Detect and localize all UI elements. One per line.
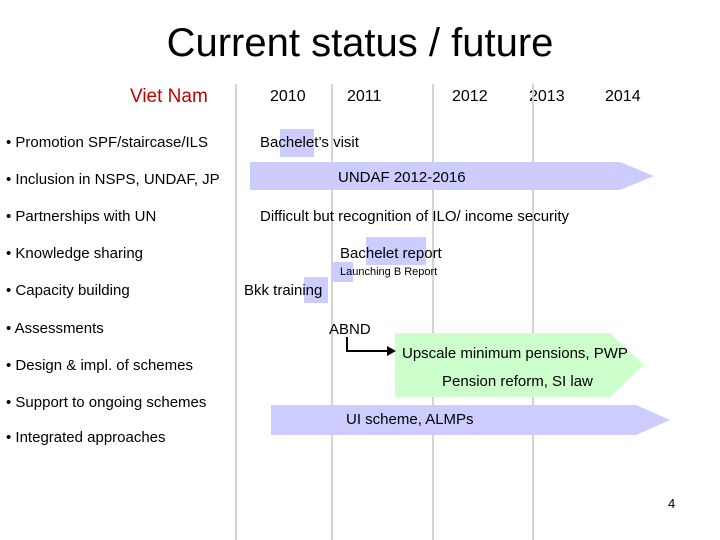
country-label: Viet Nam	[130, 86, 208, 107]
year-2011: 2011	[347, 88, 382, 105]
bullet-item: • Promotion SPF/staircase/ILS	[6, 134, 208, 151]
year-2013: 2013	[529, 88, 565, 105]
bullet-item: • Partnerships with UN	[6, 208, 157, 225]
gridline	[235, 84, 237, 540]
bachelet-report-label: Bachelet report	[340, 245, 442, 262]
difficult-recognition-label: Difficult but recognition of ILO/ income…	[260, 208, 570, 225]
abnd-label: ABND	[329, 321, 371, 338]
launching-marker	[331, 262, 353, 282]
bullet-item: • Design & impl. of schemes	[6, 357, 193, 374]
gridline	[331, 84, 333, 540]
bkk-training-label: Bkk training	[244, 282, 323, 299]
bullet-item: • Knowledge sharing	[6, 245, 144, 262]
gridline	[432, 84, 434, 540]
slide-number: 4	[668, 496, 676, 511]
bachelet-visit-marker	[280, 129, 314, 157]
bullet-item: • Integrated approaches	[6, 429, 166, 446]
upscale-arrow	[395, 333, 644, 397]
abnd-connector-arrow	[346, 337, 396, 356]
bkk-training-marker	[304, 277, 328, 303]
bullet-item: • Inclusion in NSPS, UNDAF, JP	[6, 171, 220, 188]
year-2012: 2012	[452, 88, 488, 105]
pension-reform-label: Pension reform, SI law	[442, 373, 593, 390]
undaf-label: UNDAF 2012-2016	[338, 169, 466, 186]
gridline	[532, 84, 534, 540]
bullet-item: • Capacity building	[6, 282, 130, 299]
year-2010: 2010	[270, 88, 306, 105]
upscale-label: Upscale minimum pensions, PWP	[402, 345, 628, 362]
year-2014: 2014	[605, 88, 641, 105]
ui-scheme-label: UI scheme, ALMPs	[346, 411, 474, 428]
bachelet-report-marker	[366, 237, 426, 265]
launching-report-label: Launching B Report	[340, 266, 438, 278]
undaf-arrow	[250, 162, 654, 190]
slide-title: Current status / future	[166, 21, 554, 65]
bullet-item: • Support to ongoing schemes	[6, 394, 207, 411]
bullet-item: • Assessments	[6, 320, 104, 337]
bachelet-visit-label: Bachelet’s visit	[260, 134, 359, 151]
ui-scheme-arrow	[271, 405, 670, 435]
